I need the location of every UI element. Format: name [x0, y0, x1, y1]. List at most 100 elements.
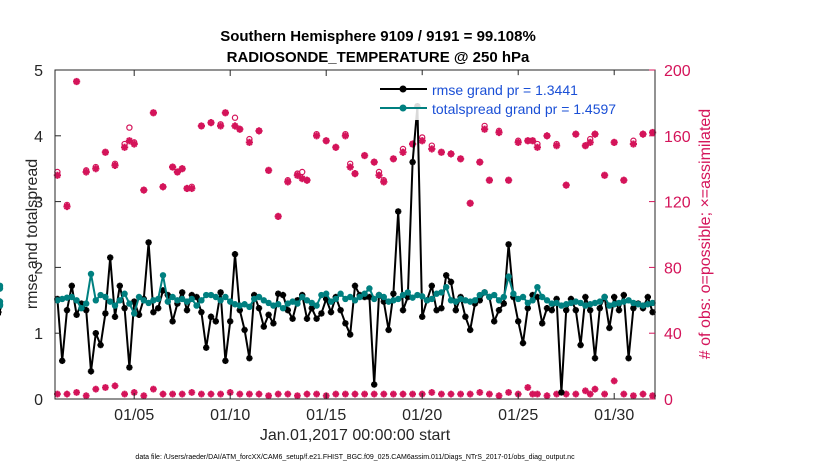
- obs-low-marker: [610, 377, 618, 385]
- spread-point: [231, 301, 239, 308]
- spread-point: [327, 298, 335, 305]
- rmse-point-core: [127, 365, 131, 370]
- spread-point: [457, 295, 464, 303]
- rmse-point-core: [233, 252, 237, 256]
- obs-low-marker: [198, 390, 205, 398]
- spread-point: [534, 283, 541, 291]
- rmse-point-core: [449, 280, 453, 284]
- rmse-point-core: [75, 313, 79, 317]
- rmse-point-core: [228, 319, 232, 323]
- axes-layer: 01/05 01/10 01/15 01/20 01/25 01/30 0 1 2 3 4 5 0 40 8…: [34, 63, 691, 424]
- spread-point: [203, 291, 210, 299]
- obs-assimilated-marker: [101, 148, 109, 156]
- obs-low-marker: [121, 390, 128, 398]
- obs-low-marker: [217, 390, 224, 398]
- obs-assimilated-marker: [284, 178, 292, 186]
- obs-low-marker: [284, 390, 292, 398]
- rmse-point-core: [214, 319, 218, 323]
- obs-possible-marker: [299, 168, 306, 176]
- spread-point: [361, 290, 368, 297]
- rmse-point-core: [420, 315, 424, 319]
- rmse-point-core: [492, 319, 496, 323]
- obs-assimilated-marker: [620, 176, 628, 184]
- spread-point: [332, 295, 339, 303]
- legend-background: [365, 75, 653, 120]
- spread-point: [116, 297, 124, 304]
- obs-low-marker: [140, 392, 148, 400]
- rmse-point-core: [622, 293, 626, 297]
- obs-assimilated-marker: [505, 176, 513, 184]
- rmse-point-core: [137, 313, 141, 317]
- spread-point: [515, 295, 522, 303]
- obs-assimilated-marker: [121, 143, 129, 151]
- spread-point: [73, 297, 80, 304]
- obs-assimilated-marker: [629, 140, 637, 148]
- rmse-point-core: [343, 321, 347, 325]
- rmse-point-core: [617, 308, 621, 312]
- rmse-point-core: [367, 295, 371, 299]
- series-layer: [0, 77, 657, 400]
- spread-point: [399, 291, 407, 299]
- y-left-tick-label: 0: [34, 392, 43, 409]
- spread-point: [275, 301, 282, 308]
- spread-point: [260, 297, 267, 304]
- obs-assimilated-marker: [370, 158, 378, 166]
- obs-low-marker: [342, 390, 349, 398]
- obs-assimilated-marker: [572, 130, 580, 138]
- spread-point: [279, 304, 287, 312]
- rmse-point-core: [267, 313, 271, 317]
- obs-assimilated-marker: [293, 171, 301, 179]
- obs-low-marker: [543, 392, 551, 400]
- spread-point: [438, 289, 445, 296]
- spread-point: [385, 298, 392, 305]
- rmse-point-core: [199, 310, 203, 314]
- rmse-point-core: [387, 328, 391, 332]
- y-right-tick-label: 0: [664, 392, 673, 409]
- x-tick-label: 01/20: [402, 407, 442, 424]
- spread-point: [644, 301, 651, 308]
- spread-point: [126, 300, 133, 307]
- y-left-tick-label: 2: [34, 260, 43, 277]
- spread-point: [380, 293, 387, 301]
- rmse-point-core: [439, 306, 443, 310]
- spread-point: [476, 291, 483, 299]
- obs-assimilated-marker: [639, 130, 647, 138]
- spread-point: [303, 297, 311, 304]
- obs-assimilated-marker: [529, 137, 537, 145]
- rmse-point-core: [161, 288, 165, 293]
- obs-assimilated-marker: [63, 202, 71, 211]
- spread-point: [510, 290, 517, 297]
- rmse-point-core: [271, 321, 275, 325]
- rmse-point-core: [478, 298, 482, 302]
- rmse-point-core: [627, 356, 631, 360]
- obs-assimilated-marker: [231, 122, 239, 130]
- obs-low-marker: [524, 384, 532, 391]
- obs-assimilated-marker: [169, 163, 177, 171]
- y-right-tick-label: 40: [664, 326, 682, 343]
- spread-point: [107, 298, 114, 305]
- y-right-tick-label: 80: [664, 260, 682, 277]
- obs-low-marker: [586, 390, 594, 398]
- rmse-point-core: [319, 311, 323, 316]
- spread-point: [289, 298, 296, 305]
- spread-point: [356, 293, 363, 301]
- obs-assimilated-marker: [457, 155, 465, 163]
- obs-assimilated-marker: [601, 171, 609, 179]
- rmse-point-core: [99, 343, 103, 347]
- spread-point: [419, 293, 426, 300]
- spread-point: [481, 289, 488, 296]
- y-right-tick-label: 160: [664, 129, 691, 146]
- spread-point: [423, 297, 431, 304]
- obs-assimilated-marker: [265, 166, 273, 174]
- spread-point: [582, 302, 589, 309]
- spread-point: [543, 297, 551, 304]
- rmse-point-core: [156, 306, 160, 310]
- spread-point: [92, 297, 100, 304]
- obs-assimilated-marker: [562, 181, 570, 189]
- rmse-point-core: [391, 292, 395, 296]
- obs-low-marker: [294, 392, 301, 400]
- rmse-point-core: [372, 382, 376, 387]
- spread-point: [615, 299, 623, 307]
- spread-point: [131, 310, 138, 317]
- rmse-point-core: [583, 295, 588, 299]
